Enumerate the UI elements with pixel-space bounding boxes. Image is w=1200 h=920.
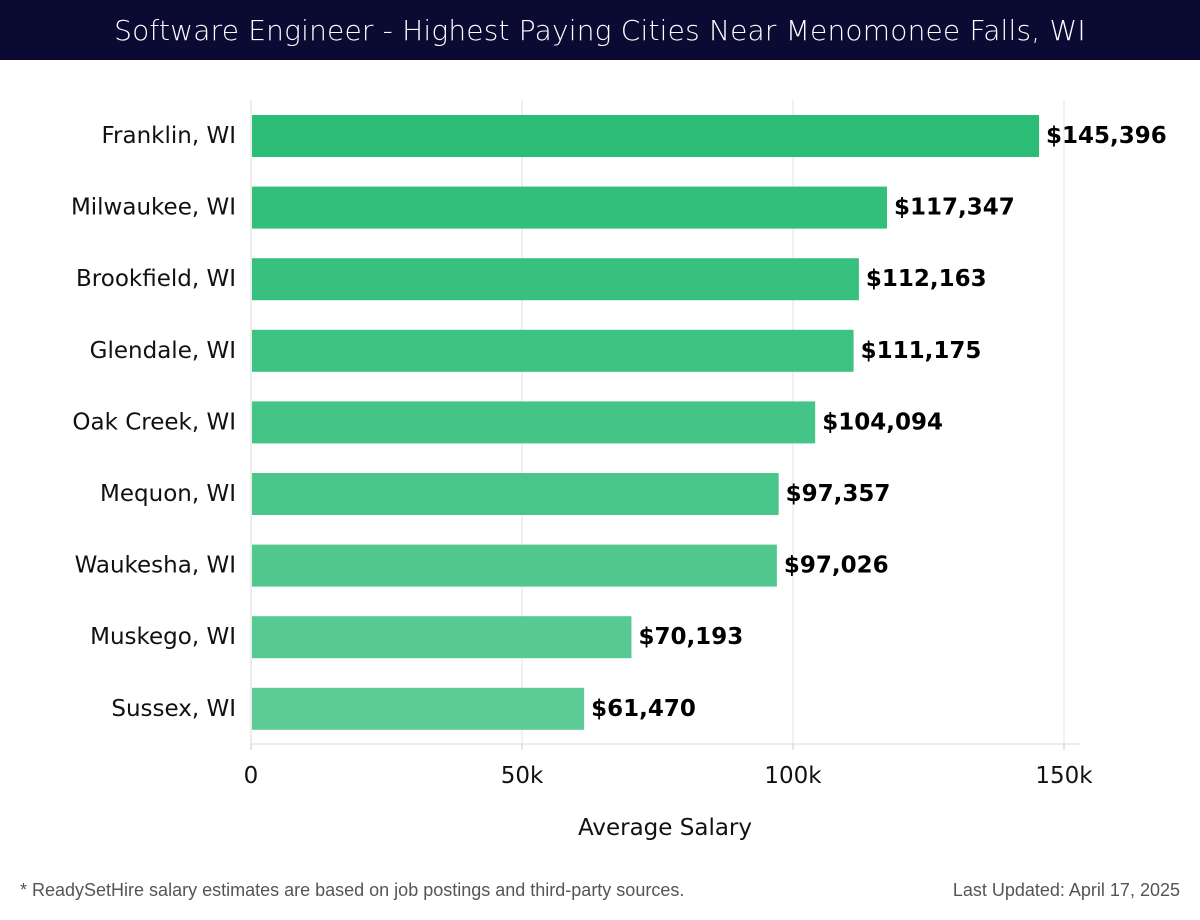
x-tick-label: 100k: [764, 763, 822, 789]
bar: [252, 616, 632, 659]
category-label: Franklin, WI: [101, 123, 236, 149]
value-label: $117,347: [894, 195, 1015, 221]
category-label: Mequon, WI: [100, 481, 236, 507]
chart-title: Software Engineer - Highest Paying Citie…: [114, 13, 1086, 47]
last-updated: Last Updated: April 17, 2025: [952, 880, 1180, 900]
x-tick-label: 0: [244, 763, 259, 789]
x-tick-label: 50k: [501, 763, 544, 789]
category-label: Glendale, WI: [90, 338, 236, 364]
bar: [252, 401, 816, 444]
value-label: $111,175: [861, 338, 982, 364]
bar: [252, 329, 854, 372]
value-label: $97,357: [786, 481, 891, 507]
value-label: $145,396: [1046, 123, 1167, 149]
bar: [252, 544, 777, 587]
category-label: Waukesha, WI: [75, 553, 236, 579]
footnote: * ReadySetHire salary estimates are base…: [20, 880, 685, 900]
x-tick-label: 150k: [1035, 763, 1093, 789]
category-label: Sussex, WI: [111, 696, 236, 722]
bar: [252, 115, 1040, 157]
bar: [252, 258, 859, 301]
category-label: Brookfield, WI: [76, 266, 236, 292]
category-label: Oak Creek, WI: [72, 409, 236, 435]
category-label: Muskego, WI: [90, 624, 236, 650]
bar: [252, 186, 888, 229]
category-label: Milwaukee, WI: [71, 195, 236, 221]
value-label: $61,470: [591, 696, 696, 722]
bar: [252, 687, 585, 730]
value-label: $104,094: [822, 409, 943, 435]
value-label: $97,026: [784, 553, 889, 579]
bar: [252, 473, 779, 515]
value-label: $112,163: [866, 266, 987, 292]
chart-title-bar: Software Engineer - Highest Paying Citie…: [0, 0, 1200, 60]
x-axis-title: Average Salary: [578, 815, 752, 841]
value-label: $70,193: [638, 624, 743, 650]
